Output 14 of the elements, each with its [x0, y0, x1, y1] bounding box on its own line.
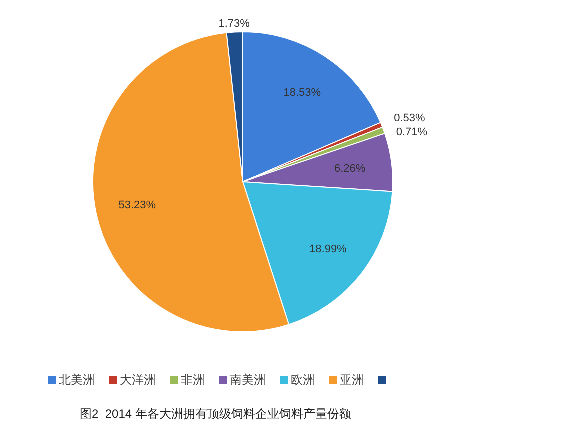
legend-label: 亚洲 — [340, 373, 364, 387]
data-label: 18.99% — [310, 243, 348, 256]
legend-label: 大洋洲 — [120, 373, 156, 387]
legend-label: 欧洲 — [291, 373, 315, 387]
data-label: 53.23% — [118, 200, 156, 212]
text: 图2 2014 年各大洲拥有顶级饲料企业饲料产量份额 — [80, 407, 352, 421]
data-label: 6.26% — [334, 162, 366, 175]
data-label: 1.73% — [218, 18, 250, 30]
data-label: 18.53% — [284, 86, 322, 99]
legend-label: 南美洲 — [230, 373, 266, 387]
data-label: 0.71% — [396, 126, 428, 138]
legend-label: 非洲 — [181, 373, 205, 387]
legend-label: 北美洲 — [59, 373, 95, 387]
data-label: 0.53% — [394, 112, 426, 124]
